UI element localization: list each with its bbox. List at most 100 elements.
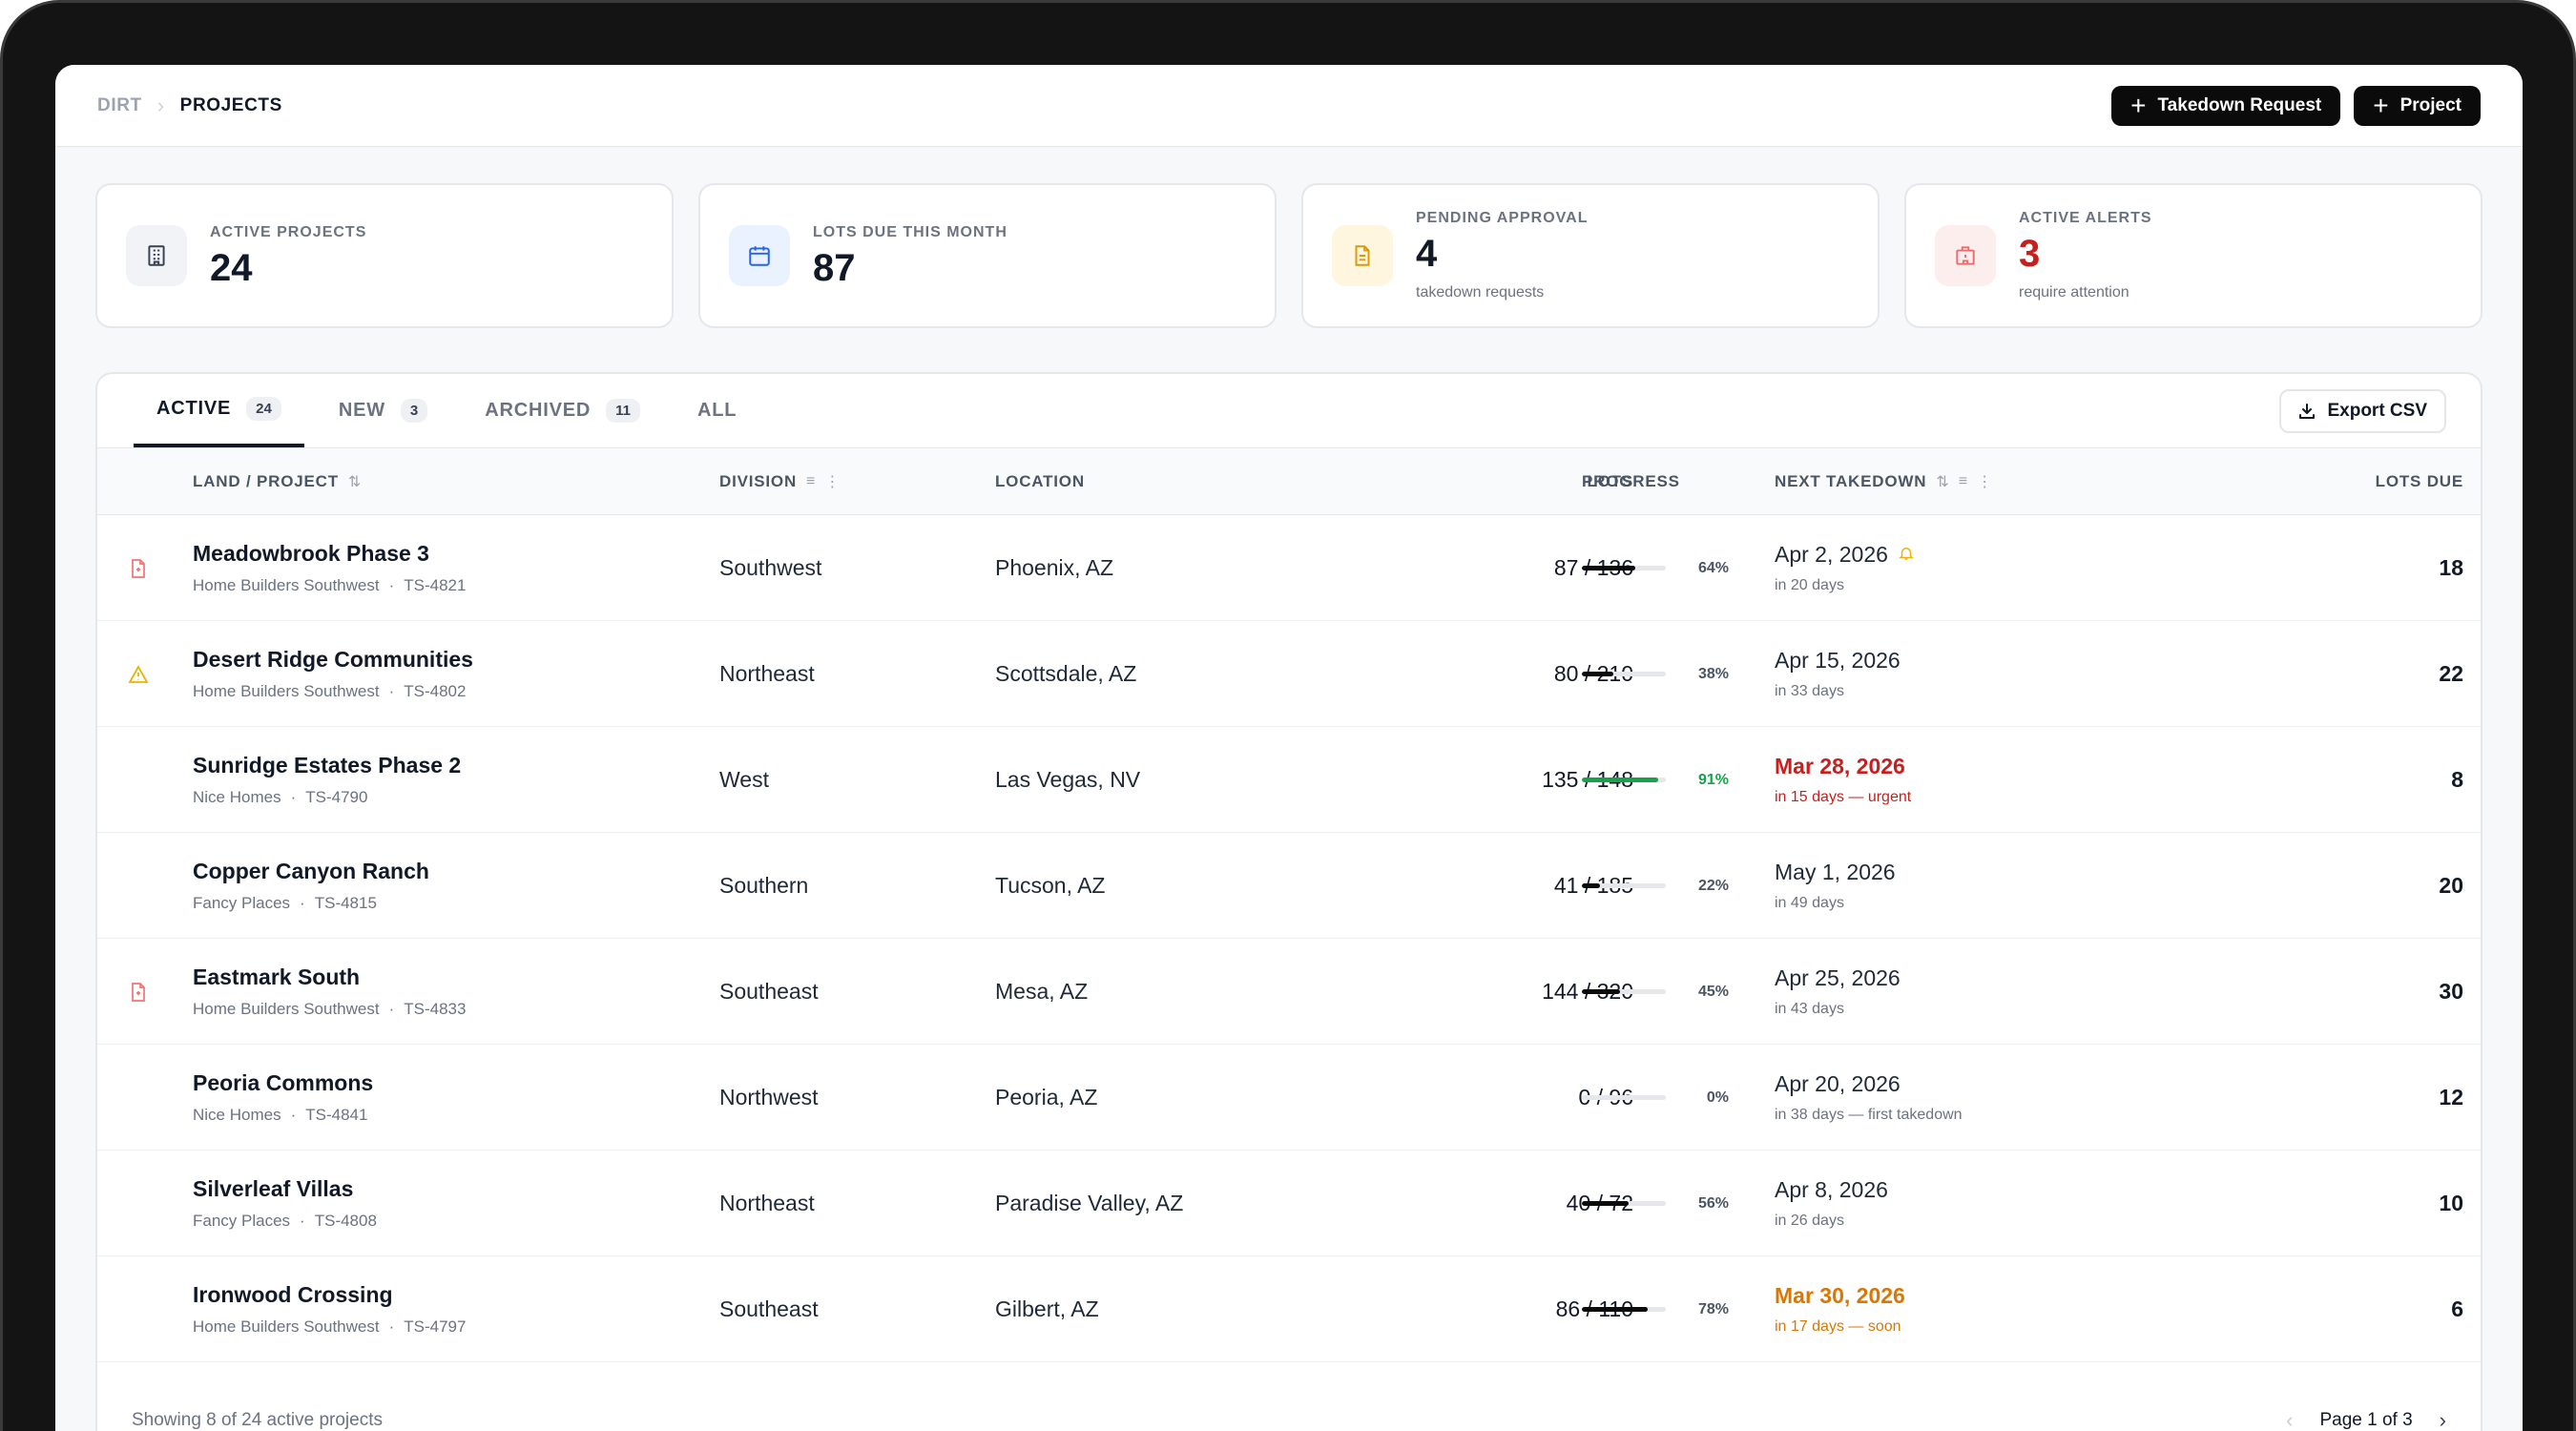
progress-percent: 56% bbox=[1697, 1194, 1729, 1212]
next-takedown-cell: Mar 28, 2026 in 15 days — urgent bbox=[1775, 727, 1911, 833]
alert-building-icon bbox=[1935, 225, 1996, 286]
stat-value: 3 bbox=[2019, 233, 2041, 275]
progress-bar-fill bbox=[1582, 566, 1636, 570]
tab-active[interactable]: ACTIVE 24 bbox=[134, 374, 304, 447]
next-takedown-date: Mar 30, 2026 bbox=[1775, 1283, 1905, 1309]
more-vertical-icon[interactable]: ⋮ bbox=[1977, 474, 1993, 490]
lots-due-cell: 22 bbox=[2439, 661, 2463, 686]
next-takedown-cell: Mar 30, 2026 in 17 days — soon bbox=[1775, 1256, 1905, 1362]
col-land-project[interactable]: LAND / PROJECT ⇅ bbox=[193, 448, 361, 515]
project-name[interactable]: Peoria Commons bbox=[193, 1070, 374, 1095]
flag-empty bbox=[122, 1045, 155, 1151]
progress-cell: 0% bbox=[1582, 1045, 1729, 1151]
new-project-label: Project bbox=[2399, 94, 2462, 115]
stat-value: 87 bbox=[813, 247, 856, 289]
progress-cell: 38% bbox=[1582, 621, 1729, 727]
chevron-right-icon[interactable]: › bbox=[2439, 1408, 2446, 1431]
progress-bar-fill bbox=[1582, 1307, 1648, 1312]
col-next-takedown[interactable]: NEXT TAKEDOWN ⇅ ≡ ⋮ bbox=[1775, 448, 1992, 515]
meta-separator: · bbox=[388, 576, 395, 594]
chevron-left-icon[interactable]: ‹ bbox=[2286, 1408, 2294, 1431]
project-code: TS-4841 bbox=[305, 1106, 368, 1124]
progress-cell: 22% bbox=[1582, 833, 1729, 939]
more-vertical-icon[interactable]: ⋮ bbox=[824, 474, 841, 490]
stat-label: ACTIVE ALERTS bbox=[2019, 210, 2152, 226]
stat-card: LOTS DUE THIS MONTH 87 bbox=[698, 183, 1277, 328]
stat-card: PENDING APPROVAL 4 takedown requests bbox=[1301, 183, 1880, 328]
takedown-date: Apr 8, 2026 bbox=[1775, 1177, 1888, 1202]
flag-empty bbox=[122, 833, 155, 939]
table-row[interactable]: Ironwood Crossing Home Builders Southwest… bbox=[97, 1256, 2481, 1362]
progress-bar bbox=[1582, 1095, 1666, 1100]
project-meta: Home Builders Southwest · TS-4802 bbox=[193, 682, 473, 701]
tab-label: ACTIVE bbox=[156, 397, 232, 419]
filter-icon[interactable]: ≡ bbox=[1958, 473, 1968, 489]
plus-icon: + bbox=[2373, 90, 2389, 120]
stat-text: LOTS DUE THIS MONTH 87 bbox=[813, 224, 1008, 287]
meta-separator: · bbox=[290, 1106, 297, 1124]
progress-percent: 91% bbox=[1697, 771, 1729, 788]
plus-icon: + bbox=[2130, 90, 2147, 120]
project-meta: Nice Homes · TS-4790 bbox=[193, 788, 461, 807]
col-land-project-label: LAND / PROJECT bbox=[193, 472, 339, 490]
col-next-takedown-label: NEXT TAKEDOWN bbox=[1775, 472, 1927, 490]
stat-card: ACTIVE PROJECTS 24 bbox=[95, 183, 674, 328]
tab-count-badge: 11 bbox=[606, 398, 640, 423]
col-location-label: LOCATION bbox=[995, 472, 1085, 490]
tab-all[interactable]: ALL bbox=[675, 374, 759, 447]
project-name[interactable]: Sunridge Estates Phase 2 bbox=[193, 753, 462, 778]
document-alert-icon bbox=[122, 515, 155, 621]
chevron-right-icon: › bbox=[156, 93, 165, 117]
tab-archived[interactable]: ARCHIVED 11 bbox=[462, 374, 663, 447]
tab-new[interactable]: NEW 3 bbox=[316, 374, 450, 447]
table-row[interactable]: Meadowbrook Phase 3 Home Builders Southwe… bbox=[97, 515, 2481, 621]
col-division[interactable]: DIVISION ≡ ⋮ bbox=[719, 448, 840, 515]
progress-cell: 91% bbox=[1582, 727, 1729, 833]
project-name[interactable]: Ironwood Crossing bbox=[193, 1282, 393, 1307]
projects-panel: ACTIVE 24 NEW 3 ARCHIVED 11 ALL Export CSV LAN… bbox=[95, 372, 2483, 1431]
table-row[interactable]: Sunridge Estates Phase 2 Nice Homes · TS-47… bbox=[97, 727, 2481, 833]
builder-name: Home Builders Southwest bbox=[193, 1317, 380, 1336]
col-progress-label: PROGRESS bbox=[1582, 472, 1680, 490]
progress-percent: 78% bbox=[1697, 1300, 1729, 1317]
table-row[interactable]: Desert Ridge Communities Home Builders So… bbox=[97, 621, 2481, 727]
sort-icon[interactable]: ⇅ bbox=[1936, 474, 1949, 490]
flag-empty bbox=[122, 1151, 155, 1256]
tab-label: NEW bbox=[338, 399, 385, 421]
takedown-relative: in 15 days — urgent bbox=[1775, 789, 1912, 805]
new-project-button[interactable]: + Project bbox=[2354, 85, 2481, 126]
tab-count-badge: 3 bbox=[400, 398, 428, 423]
breadcrumb-root[interactable]: DIRT bbox=[97, 94, 142, 115]
stat-text: PENDING APPROVAL 4 takedown requests bbox=[1416, 210, 1588, 301]
project-name[interactable]: Desert Ridge Communities bbox=[193, 647, 473, 672]
takedown-date: Apr 2, 2026 bbox=[1775, 542, 1888, 567]
takedown-request-button[interactable]: + Takedown Request bbox=[2111, 85, 2341, 126]
next-takedown-date: May 1, 2026 bbox=[1775, 860, 1896, 885]
lots-due-cell: 30 bbox=[2439, 979, 2463, 1004]
project-name[interactable]: Meadowbrook Phase 3 bbox=[193, 541, 429, 566]
progress-cell: 56% bbox=[1582, 1151, 1729, 1256]
project-name[interactable]: Eastmark South bbox=[193, 964, 361, 989]
takedown-relative: in 20 days bbox=[1775, 577, 1844, 593]
col-lots: LOTS bbox=[1414, 448, 1633, 515]
next-takedown-date: Apr 25, 2026 bbox=[1775, 965, 1901, 991]
location-cell: Las Vegas, NV bbox=[995, 767, 1141, 792]
project-name[interactable]: Copper Canyon Ranch bbox=[193, 859, 429, 883]
table-row[interactable]: Eastmark South Home Builders Southwest · TS… bbox=[97, 939, 2481, 1045]
progress-bar-fill bbox=[1582, 989, 1620, 994]
filter-icon[interactable]: ≡ bbox=[806, 473, 816, 489]
tab-label: ARCHIVED bbox=[485, 399, 592, 421]
col-progress: PROGRESS bbox=[1582, 448, 1680, 515]
builder-name: Home Builders Southwest bbox=[193, 682, 380, 700]
table-row[interactable]: Silverleaf Villas Fancy Places · TS-4808 Nor… bbox=[97, 1151, 2481, 1256]
division-cell: Southern bbox=[719, 873, 809, 898]
progress-bar bbox=[1582, 672, 1666, 676]
page-indicator: Page 1 of 3 bbox=[2319, 1410, 2413, 1430]
location-cell: Phoenix, AZ bbox=[995, 555, 1114, 580]
export-csv-button[interactable]: Export CSV bbox=[2279, 389, 2446, 433]
takedown-relative: in 49 days bbox=[1775, 895, 1844, 911]
table-row[interactable]: Copper Canyon Ranch Fancy Places · TS-4815 S… bbox=[97, 833, 2481, 939]
table-row[interactable]: Peoria Commons Nice Homes · TS-4841 Northwes… bbox=[97, 1045, 2481, 1151]
project-name[interactable]: Silverleaf Villas bbox=[193, 1176, 354, 1201]
sort-icon[interactable]: ⇅ bbox=[347, 474, 362, 490]
